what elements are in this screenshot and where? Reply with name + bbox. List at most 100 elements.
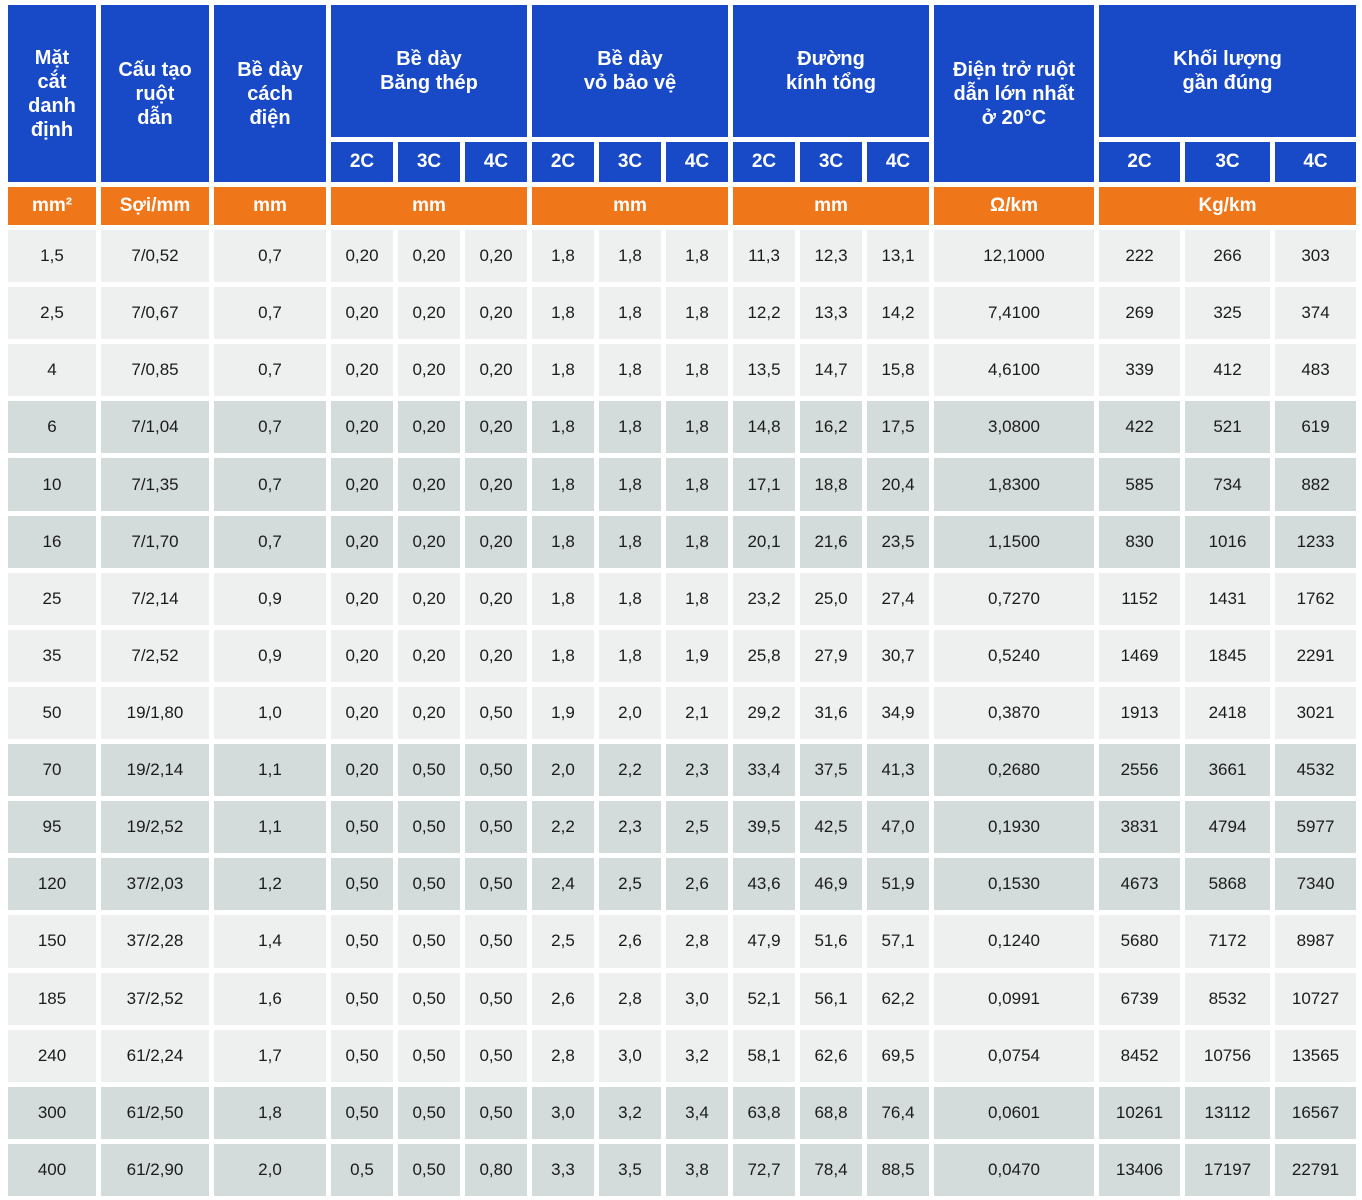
table-cell: 1016 <box>1185 515 1270 568</box>
table-cell: 13565 <box>1275 1029 1356 1082</box>
table-cell: 12,3 <box>800 230 862 283</box>
subheader-khoi-luong-4c: 4C <box>1275 142 1356 182</box>
header-khoi-luong-gan-dung: Khối lượng gần đúng <box>1099 5 1356 137</box>
table-cell: 339 <box>1099 344 1180 397</box>
table-cell: 0,50 <box>398 1143 460 1196</box>
table-cell: 3,2 <box>666 1029 728 1082</box>
table-cell: 11,3 <box>733 230 795 283</box>
table-cell: 2291 <box>1275 629 1356 682</box>
cable-spec-table: Mặt cắt danh định Cấu tạo ruột dẫn Bề dà… <box>8 5 1358 1196</box>
table-cell: 0,50 <box>398 1029 460 1082</box>
table-cell: 58,1 <box>733 1029 795 1082</box>
table-cell: 4794 <box>1185 801 1270 854</box>
table-cell: 1,8 <box>532 572 594 625</box>
table-cell: 0,50 <box>331 1029 393 1082</box>
table-cell: 13,1 <box>867 230 929 283</box>
table-cell: 0,50 <box>398 915 460 968</box>
table-cell: 69,5 <box>867 1029 929 1082</box>
table-cell: 0,20 <box>465 287 527 340</box>
header-dien-tro-ruot-dan: Điện trở ruột dẫn lớn nhất ở 20°C <box>934 5 1094 182</box>
table-cell: 521 <box>1185 401 1270 454</box>
table-cell: 0,20 <box>331 230 393 283</box>
table-cell: 0,5240 <box>934 629 1094 682</box>
table-cell: 2,5 <box>666 801 728 854</box>
subheader-bang-thep-3c: 3C <box>398 142 460 182</box>
table-cell: 61/2,90 <box>101 1143 209 1196</box>
table-cell: 0,20 <box>331 744 393 797</box>
unit-bang-thep: mm <box>331 187 527 225</box>
table-cell: 2,1 <box>666 686 728 740</box>
table-cell: 37,5 <box>800 744 862 797</box>
table-cell: 46,9 <box>800 858 862 911</box>
table-cell: 2,0 <box>214 1143 326 1196</box>
table-cell: 269 <box>1099 287 1180 340</box>
subheader-khoi-luong-2c: 2C <box>1099 142 1180 182</box>
subheader-duong-kinh-3c: 3C <box>800 142 862 182</box>
table-cell: 61/2,24 <box>101 1029 209 1082</box>
unit-khoi-luong: Kg/km <box>1099 187 1356 225</box>
table-cell: 13112 <box>1185 1086 1270 1139</box>
table-cell: 25,0 <box>800 572 862 625</box>
table-cell: 1,9 <box>532 686 594 740</box>
table-cell: 51,6 <box>800 915 862 968</box>
table-cell: 0,50 <box>331 915 393 968</box>
table-cell: 0,7270 <box>934 572 1094 625</box>
table-cell: 13,5 <box>733 344 795 397</box>
table-cell: 61/2,50 <box>101 1086 209 1139</box>
table-cell: 0,7 <box>214 344 326 397</box>
table-cell: 1762 <box>1275 572 1356 625</box>
table-cell: 303 <box>1275 230 1356 283</box>
table-cell: 0,20 <box>465 572 527 625</box>
table-cell: 0,80 <box>465 1143 527 1196</box>
table-cell: 42,5 <box>800 801 862 854</box>
table-cell: 1,8 <box>599 230 661 283</box>
subheader-vo-bao-ve-2c: 2C <box>532 142 594 182</box>
table-cell: 1,8 <box>214 1086 326 1139</box>
table-cell: 0,50 <box>465 744 527 797</box>
table-cell: 0,0601 <box>934 1086 1094 1139</box>
table-cell: 3,8 <box>666 1143 728 1196</box>
table-cell: 12,2 <box>733 287 795 340</box>
table-cell: 19/1,80 <box>101 686 209 740</box>
table-cell: 0,0470 <box>934 1143 1094 1196</box>
table-cell: 76,4 <box>867 1086 929 1139</box>
table-cell: 0,20 <box>398 686 460 740</box>
table-cell: 0,20 <box>465 629 527 682</box>
table-cell: 19/2,14 <box>101 744 209 797</box>
header-be-day-bang-thep: Bề dày Băng thép <box>331 5 527 137</box>
table-cell: 13,3 <box>800 287 862 340</box>
table-cell: 78,4 <box>800 1143 862 1196</box>
table-cell: 6739 <box>1099 972 1180 1025</box>
table-cell: 0,20 <box>398 629 460 682</box>
table-cell: 5977 <box>1275 801 1356 854</box>
table-cell: 22791 <box>1275 1143 1356 1196</box>
header-be-day-vo-bao-ve: Bề dày vỏ bảo vệ <box>532 5 728 137</box>
table-cell: 0,20 <box>331 287 393 340</box>
table-cell: 63,8 <box>733 1086 795 1139</box>
table-cell: 3,0 <box>599 1029 661 1082</box>
table-cell: 0,50 <box>465 858 527 911</box>
table-cell: 16567 <box>1275 1086 1356 1139</box>
table-cell: 7/2,14 <box>101 572 209 625</box>
table-cell: 0,3870 <box>934 686 1094 740</box>
table-cell: 56,1 <box>800 972 862 1025</box>
table-cell: 33,4 <box>733 744 795 797</box>
table-cell: 37/2,52 <box>101 972 209 1025</box>
table-cell: 1,8 <box>532 344 594 397</box>
table-cell: 0,50 <box>465 686 527 740</box>
table-cell: 21,6 <box>800 515 862 568</box>
table-cell: 2,8 <box>666 915 728 968</box>
table-cell: 0,7 <box>214 287 326 340</box>
table-cell: 1,8 <box>532 401 594 454</box>
unit-cach-dien: mm <box>214 187 326 225</box>
table-cell: 62,2 <box>867 972 929 1025</box>
table-cell: 0,50 <box>398 1086 460 1139</box>
table-cell: 1,6 <box>214 972 326 1025</box>
table-cell: 0,50 <box>465 1029 527 1082</box>
table-cell: 2,2 <box>599 744 661 797</box>
table-cell: 10727 <box>1275 972 1356 1025</box>
subheader-duong-kinh-4c: 4C <box>867 142 929 182</box>
table-cell: 0,0754 <box>934 1029 1094 1082</box>
table-cell: 0,7 <box>214 458 326 511</box>
table-cell: 10 <box>8 458 96 511</box>
